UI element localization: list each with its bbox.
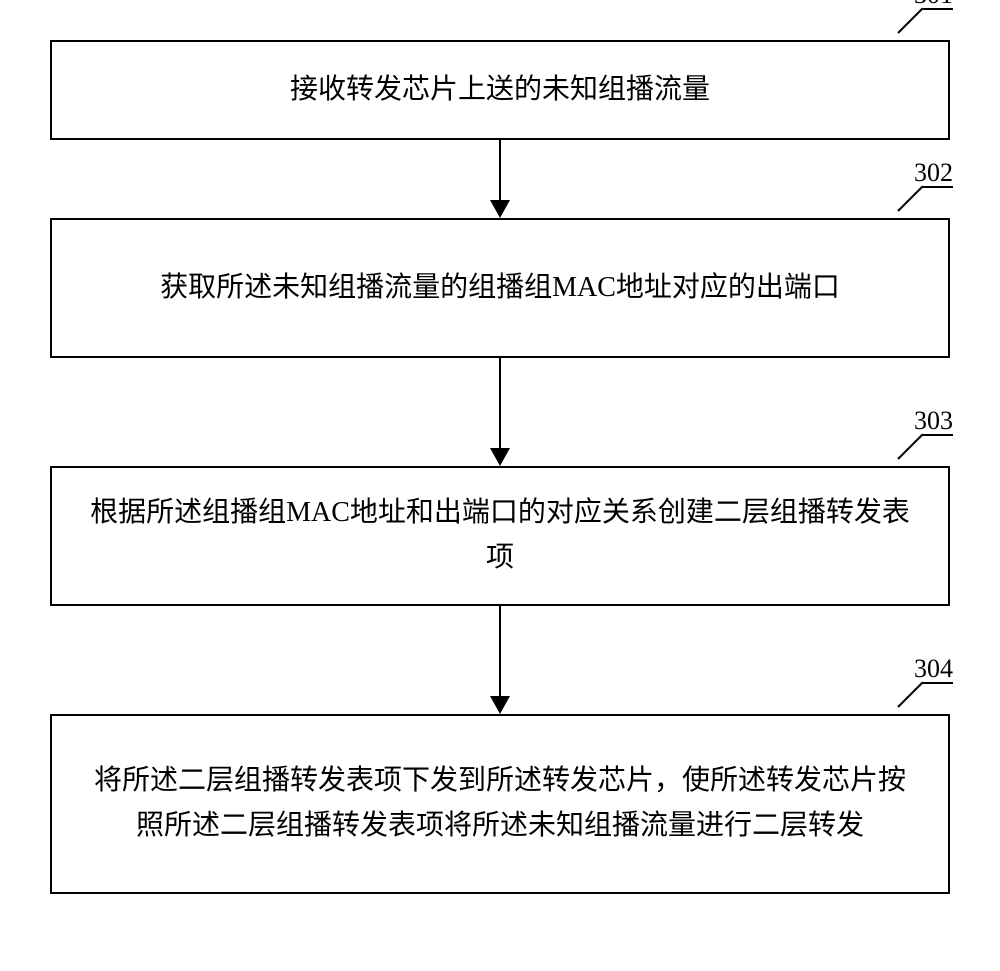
flowchart-container: 301 接收转发芯片上送的未知组播流量 302 获取所述未知组播流量的组播组MA…	[50, 40, 950, 894]
step-box-303: 303 根据所述组播组MAC地址和出端口的对应关系创建二层组播转发表项	[50, 466, 950, 606]
step-label-301: 301	[898, 32, 953, 67]
step-box-304: 304 将所述二层组播转发表项下发到所述转发芯片，使所述转发芯片按照所述二层组播…	[50, 714, 950, 894]
step-number-304: 304	[914, 654, 953, 684]
arrow-1	[50, 140, 950, 218]
step-label-304: 304	[898, 706, 953, 741]
step-number-303: 303	[914, 406, 953, 436]
step-box-301: 301 接收转发芯片上送的未知组播流量	[50, 40, 950, 140]
step-text-304: 将所述二层组播转发表项下发到所述转发芯片，使所述转发芯片按照所述二层组播转发表项…	[82, 759, 918, 849]
step-label-302: 302	[898, 210, 953, 245]
arrow-2	[50, 358, 950, 466]
arrow-3	[50, 606, 950, 714]
step-label-303: 303	[898, 458, 953, 493]
step-text-303: 根据所述组播组MAC地址和出端口的对应关系创建二层组播转发表项	[82, 491, 918, 581]
step-box-302: 302 获取所述未知组播流量的组播组MAC地址对应的出端口	[50, 218, 950, 358]
step-number-302: 302	[914, 158, 953, 188]
step-text-301: 接收转发芯片上送的未知组播流量	[290, 68, 710, 113]
step-text-302: 获取所述未知组播流量的组播组MAC地址对应的出端口	[160, 266, 840, 311]
step-number-301: 301	[914, 0, 953, 10]
